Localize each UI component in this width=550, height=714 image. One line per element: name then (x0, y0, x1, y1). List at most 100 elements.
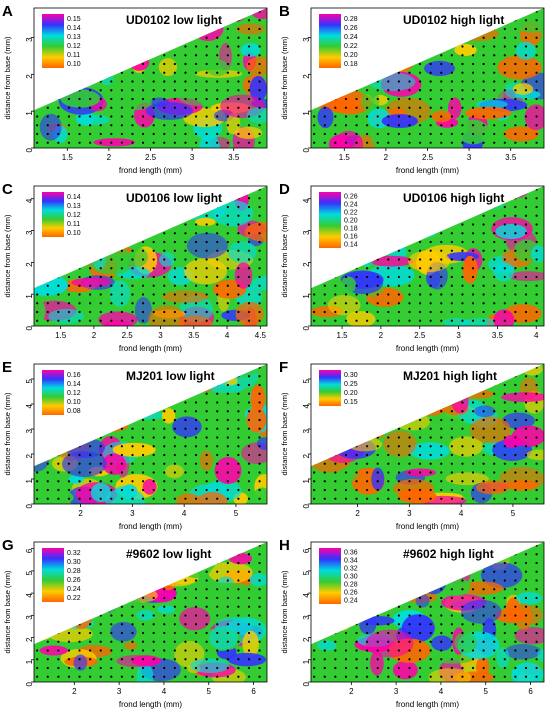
sample-point (524, 375, 528, 378)
sample-point (493, 310, 496, 314)
sample-point (226, 418, 229, 422)
sample-point (57, 249, 60, 252)
sample-point (205, 54, 208, 57)
sample-point (376, 366, 379, 369)
sample-point (36, 418, 39, 422)
sample-point (46, 445, 49, 448)
sample-point (67, 418, 71, 422)
sample-point (258, 375, 261, 378)
sample-point (313, 132, 316, 136)
heat-blob (34, 244, 63, 264)
sample-point (247, 124, 251, 127)
sample-point (110, 561, 113, 565)
sample-point (535, 436, 538, 439)
sample-point (269, 215, 271, 217)
sample-point (429, 232, 432, 235)
x-axis-label: frond length (mm) (119, 344, 182, 353)
sample-point (514, 623, 517, 626)
legend-label: 0.15 (344, 399, 358, 406)
sample-point (482, 106, 485, 109)
sample-point (503, 471, 506, 474)
sample-point (131, 436, 134, 439)
sample-point (173, 214, 176, 217)
sample-point (226, 392, 229, 395)
sample-point (131, 445, 134, 448)
heat-blob (90, 482, 111, 502)
sample-point (269, 684, 271, 686)
sample-point (248, 684, 250, 686)
sample-point (226, 223, 229, 226)
sample-point (78, 132, 81, 136)
sample-point (313, 658, 316, 661)
sample-point (89, 124, 92, 127)
sample-point (524, 561, 528, 565)
x-tick-label: 3.5 (188, 331, 200, 340)
sample-point (269, 445, 271, 447)
sample-point (471, 302, 475, 305)
sample-point (89, 675, 92, 678)
sample-point (89, 310, 92, 314)
sample-point (546, 489, 548, 491)
sample-point (376, 293, 379, 296)
y-tick-label: 5 (25, 378, 34, 383)
sample-point (216, 124, 219, 127)
heat-blob (177, 315, 213, 326)
sample-point (269, 553, 271, 555)
sample-point (493, 488, 496, 492)
legend: 0.280.260.240.220.200.18 (317, 12, 369, 70)
sample-point (152, 658, 155, 661)
sample-point (226, 649, 229, 652)
heat-blob (375, 47, 415, 74)
sample-point (355, 649, 358, 652)
sample-point (216, 205, 219, 209)
sample-point (163, 328, 165, 330)
sample-point (247, 54, 251, 57)
sample-point (482, 89, 485, 92)
sample-point (546, 150, 548, 152)
sample-point (471, 97, 475, 101)
sample-point (141, 570, 145, 573)
sample-point (141, 71, 145, 74)
y-tick-label: 1 (302, 478, 311, 483)
sample-point (237, 310, 240, 314)
heat-blob (77, 114, 110, 126)
sample-point (418, 258, 422, 261)
sample-point (429, 570, 432, 573)
sample-point (450, 232, 453, 235)
sample-point (503, 392, 506, 395)
sample-point (503, 553, 506, 556)
sample-point (110, 506, 112, 508)
sample-point (493, 275, 496, 279)
sample-point (141, 97, 145, 101)
sample-point (67, 488, 71, 492)
sample-point (450, 240, 453, 244)
sample-point (89, 80, 92, 83)
sample-point (237, 267, 240, 270)
sample-point (471, 666, 475, 670)
sample-point (46, 249, 49, 252)
sample-point (57, 614, 60, 617)
sample-point (450, 310, 453, 314)
sample-point (184, 561, 187, 565)
sample-point (141, 249, 145, 252)
sample-point (78, 293, 81, 296)
sample-point (152, 588, 155, 591)
sample-point (546, 445, 548, 447)
sample-point (120, 302, 124, 305)
sample-point (440, 80, 443, 83)
sample-point (366, 293, 369, 296)
sample-point (387, 62, 390, 66)
sample-point (258, 214, 261, 217)
heat-blob (34, 440, 57, 464)
panel-title: UD0102 low light (126, 13, 222, 27)
sample-point (387, 19, 390, 22)
sample-point (141, 267, 145, 270)
sample-point (482, 54, 485, 57)
sample-point (493, 410, 496, 413)
sample-point (269, 63, 271, 65)
sample-point (205, 570, 208, 573)
sample-point (313, 366, 316, 369)
sample-point (152, 666, 155, 670)
sample-point (237, 275, 240, 279)
sample-point (99, 375, 102, 378)
